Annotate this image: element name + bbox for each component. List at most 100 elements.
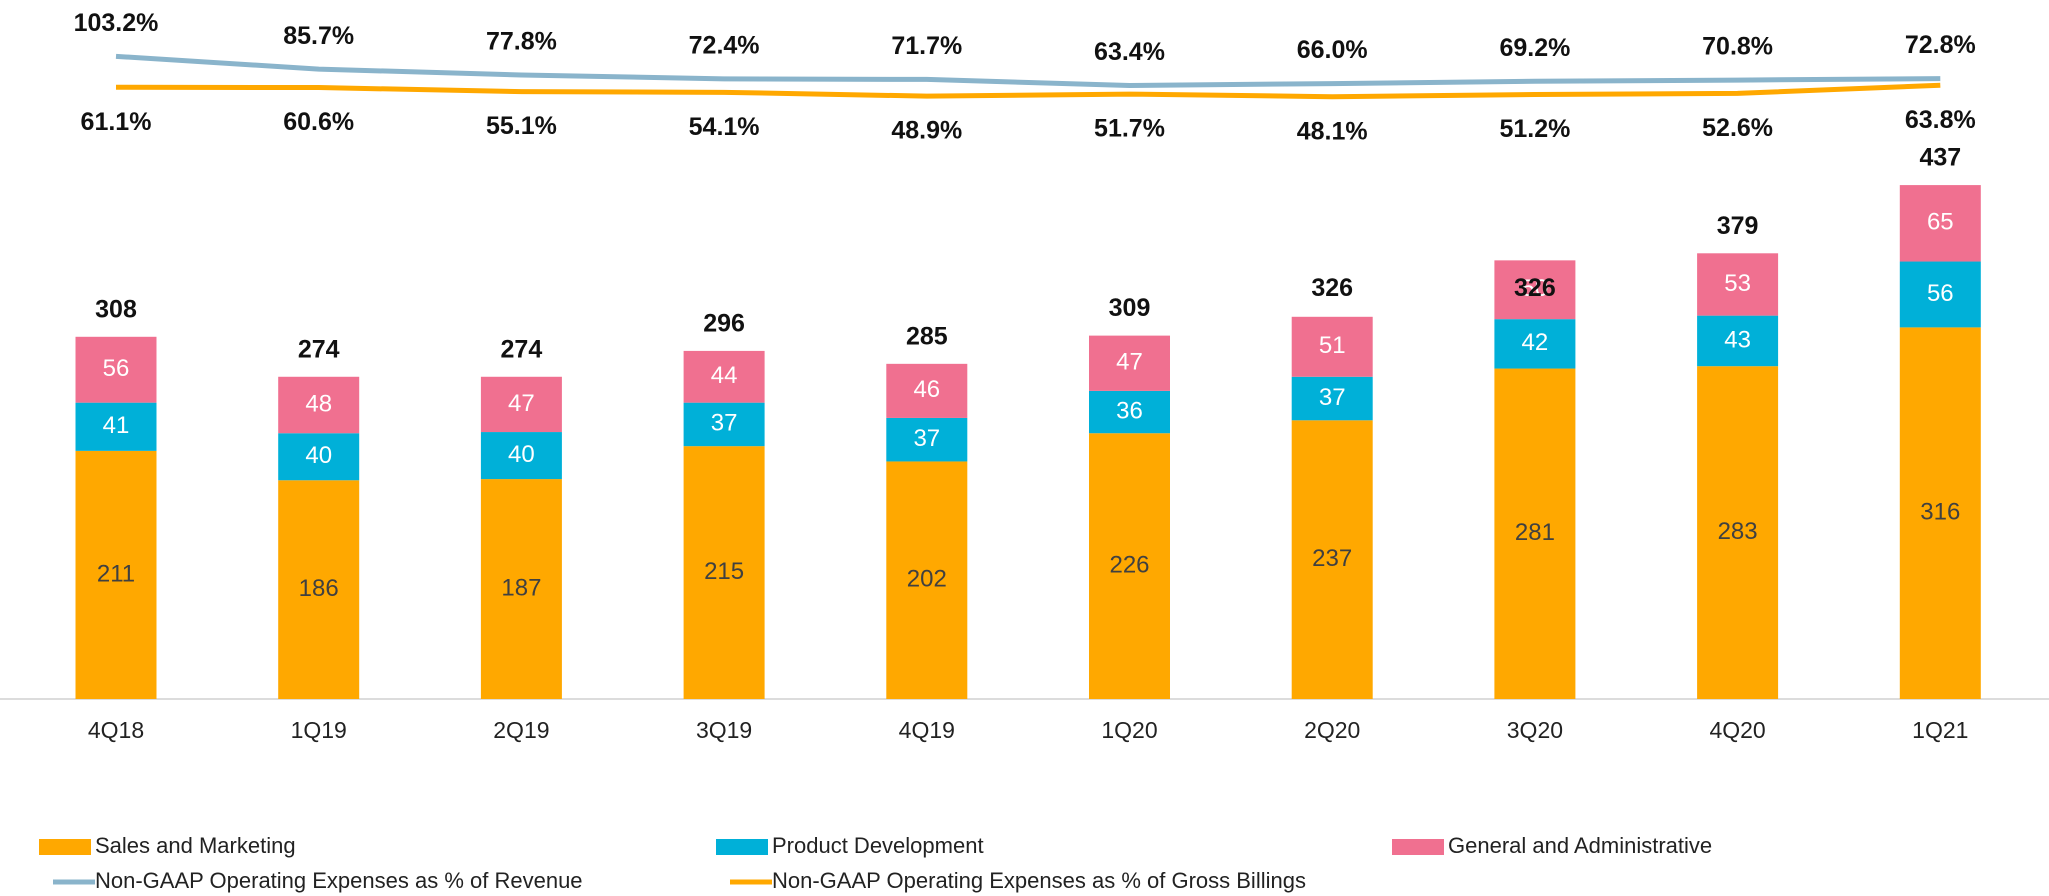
bar-value-label: 36 — [1116, 397, 1143, 424]
x-tick-label: 2Q19 — [493, 717, 549, 743]
bar-segment — [1899, 261, 1981, 328]
bar-value-label: 42 — [1522, 329, 1549, 356]
total-label: 309 — [1109, 294, 1151, 322]
bar-segment — [278, 480, 360, 699]
bar-segment — [886, 417, 968, 462]
legend-label: Sales and Marketing — [95, 833, 296, 858]
legend-swatch — [716, 839, 768, 855]
bar-segment — [480, 432, 562, 480]
bar-value-label: 37 — [1319, 384, 1346, 411]
bar-segment — [683, 350, 765, 403]
bar-value-label: 186 — [299, 575, 339, 602]
line-value-label: 70.8% — [1702, 33, 1773, 61]
bar-value-label: 40 — [305, 442, 332, 469]
line-value-label: 54.1% — [689, 113, 760, 141]
line — [115, 53, 1941, 89]
line-value-label: 55.1% — [486, 112, 557, 140]
bar-segment — [1494, 319, 1576, 369]
bar-segment — [1899, 185, 1981, 262]
bar-value-label: 50 — [1522, 275, 1549, 302]
total-label: 285 — [906, 322, 948, 350]
line-value-label: 77.8% — [486, 28, 557, 56]
bar-value-label: 65 — [1927, 209, 1954, 236]
total-label: 326 — [1514, 274, 1556, 302]
bar-value-label: 51 — [1319, 332, 1346, 359]
bar-segment — [278, 376, 360, 434]
bar-segment — [1697, 253, 1779, 316]
line-value-label: 48.1% — [1297, 117, 1368, 145]
bar-segment — [480, 479, 562, 699]
line-value-label: 72.8% — [1905, 31, 1976, 59]
line-value-label: 51.7% — [1094, 115, 1165, 143]
bar-segment — [1089, 433, 1170, 699]
bar-value-label: 43 — [1724, 326, 1751, 353]
bar-value-label: 44 — [711, 362, 738, 389]
line-value-label: 69.2% — [1499, 34, 1570, 62]
bar-value-label: 202 — [907, 566, 947, 593]
bar-segment — [75, 450, 157, 699]
bar-value-label: 37 — [913, 425, 940, 452]
legend-swatch — [39, 839, 91, 855]
bar-segment — [1291, 376, 1373, 421]
bar-segment — [886, 461, 968, 699]
bar-value-label: 215 — [704, 558, 744, 585]
bar-value-label: 41 — [103, 412, 130, 439]
bar-segment — [1697, 315, 1779, 367]
bar-segment — [1291, 316, 1373, 377]
legend-label: General and Administrative — [1448, 833, 1712, 858]
bar-value-label: 46 — [913, 376, 940, 403]
line-value-label: 85.7% — [283, 22, 354, 50]
line — [115, 82, 1941, 100]
bar-value-label: 316 — [1920, 499, 1960, 526]
line-value-label: 71.7% — [891, 32, 962, 60]
bar-segment — [278, 433, 360, 481]
bar-segment — [1089, 390, 1170, 434]
line-value-label: 52.6% — [1702, 114, 1773, 142]
legend-label: Non-GAAP Operating Expenses as % of Reve… — [95, 868, 583, 893]
bar-segment — [1697, 366, 1779, 699]
bar-segment — [1291, 420, 1373, 699]
x-tick-label: 1Q20 — [1101, 717, 1157, 743]
bar-value-label: 187 — [501, 574, 541, 601]
line-value-label: 60.6% — [283, 108, 354, 136]
bar-segment — [1899, 327, 1981, 699]
bar-segment — [683, 402, 765, 447]
total-label: 437 — [1919, 144, 1961, 172]
bar-segment — [1494, 260, 1576, 320]
bar-value-label: 281 — [1515, 519, 1555, 546]
x-tick-label: 4Q19 — [899, 717, 955, 743]
total-label: 308 — [95, 295, 137, 323]
bar-value-label: 237 — [1312, 545, 1352, 572]
bar-value-label: 47 — [508, 390, 535, 417]
bar-value-label: 283 — [1718, 518, 1758, 545]
line-value-label: 61.1% — [81, 108, 152, 136]
total-label: 296 — [703, 310, 745, 338]
bar-segment — [886, 363, 968, 418]
x-tick-label: 4Q20 — [1709, 717, 1765, 743]
total-label: 274 — [501, 335, 543, 363]
bar-segment — [75, 336, 157, 403]
x-tick-label: 3Q19 — [696, 717, 752, 743]
bar-value-label: 47 — [1116, 349, 1143, 376]
line-value-label: 72.4% — [689, 32, 760, 60]
line-value-label: 51.2% — [1499, 115, 1570, 143]
legend-label: Product Development — [772, 833, 984, 858]
bar-value-label: 211 — [97, 560, 135, 587]
line-value-label: 66.0% — [1297, 36, 1368, 64]
bar-value-label: 40 — [508, 441, 535, 468]
bar-value-label: 37 — [711, 410, 738, 437]
bar-segment — [480, 376, 562, 433]
total-label: 274 — [298, 335, 340, 363]
bar-value-label: 226 — [1109, 551, 1149, 578]
x-tick-label: 1Q21 — [1912, 717, 1968, 743]
x-tick-label: 3Q20 — [1507, 717, 1563, 743]
bar-value-label: 48 — [305, 390, 332, 417]
bar-segment — [683, 446, 765, 699]
bar-segment — [1494, 368, 1576, 699]
x-tick-label: 1Q19 — [291, 717, 347, 743]
total-label: 379 — [1717, 212, 1759, 240]
line-value-label: 63.8% — [1905, 106, 1976, 134]
bar-value-label: 53 — [1724, 270, 1751, 297]
legend-swatch — [1392, 839, 1444, 855]
